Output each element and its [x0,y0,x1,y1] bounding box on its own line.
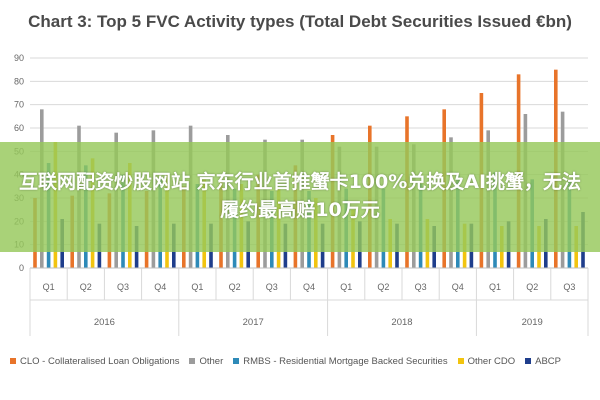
x-tick-label: Q2 [229,282,241,292]
year-label: 2016 [94,317,115,328]
legend-item: Other [189,356,223,367]
chart-title: Chart 3: Top 5 FVC Activity types (Total… [28,12,572,31]
x-tick-label: Q3 [117,282,129,292]
x-tick-label: Q2 [80,282,92,292]
x-tick-label: Q1 [43,282,55,292]
x-tick-label: Q4 [303,282,315,292]
year-label: 2019 [522,317,543,328]
y-tick-label: 80 [14,76,24,86]
legend-swatch [233,358,240,364]
legend-swatch [525,358,532,364]
year-label: 2017 [243,317,264,328]
legend-label: ABCP [535,355,561,367]
x-tick-label: Q2 [377,282,389,292]
legend-label: Other [199,355,224,367]
x-tick-label: Q2 [526,282,538,292]
x-tick-label: Q1 [191,282,203,292]
y-tick-label: 0 [19,263,24,273]
legend-label: Other CDO [467,355,516,367]
x-tick-label: Q4 [452,282,464,292]
x-tick-label: Q3 [415,282,427,292]
x-tick-label: Q3 [563,282,575,292]
legend-swatch [457,358,464,364]
ad-banner-overlay[interactable] [0,142,600,252]
legend-item: RMBS - Residential Mortgage Backed Secur… [233,355,448,367]
legend-swatch [189,358,196,364]
chart-legend: CLO - Collateralised Loan Obligations Oth… [10,350,600,372]
y-tick-label: 60 [14,123,24,133]
x-tick-label: Q4 [154,282,166,292]
x-tick-label: Q1 [489,282,501,292]
legend-label: CLO - Collateralised Loan Obligations [20,355,180,367]
legend-swatch [10,358,16,364]
legend-item: ABCP [525,356,561,367]
x-tick-label: Q1 [340,282,352,292]
x-tick-label: Q3 [266,282,278,292]
ad-banner-text[interactable]: 互联网配资炒股网站 京东行业首推蟹卡100%兑换及AI挑蟹，无法履约最高赔10万… [18,171,582,221]
legend-item: CLO - Collateralised Loan Obligations [10,356,179,367]
legend-label: RMBS - Residential Mortgage Backed Secur… [243,355,448,367]
year-label: 2018 [391,317,412,328]
legend-item: Other CDO [457,355,516,367]
y-tick-label: 90 [14,53,24,63]
y-tick-label: 70 [14,100,24,110]
